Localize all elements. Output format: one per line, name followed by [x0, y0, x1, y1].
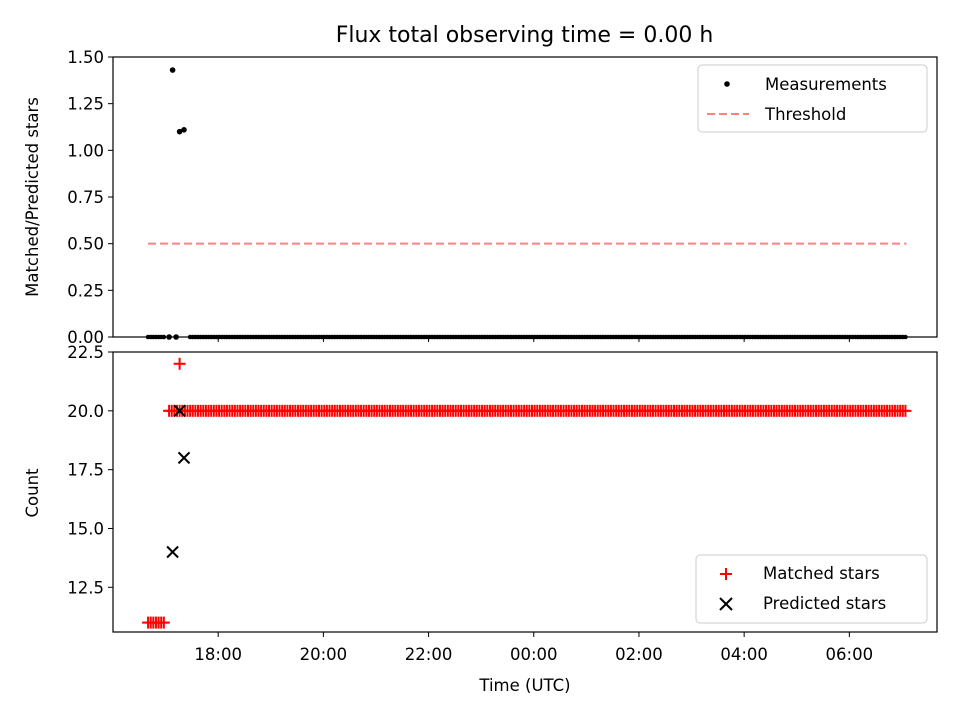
predicted-star-marker [177, 451, 191, 465]
x-tick-label: 18:00 [194, 645, 242, 664]
x-tick-label: 22:00 [405, 645, 453, 664]
top-y-tick-label: 0.75 [67, 188, 104, 207]
chart-title: Flux total observing time = 0.00 h [336, 23, 714, 48]
top-y-axis-label: Matched/Predicted stars [23, 97, 42, 297]
bottom-axes: 12.5 15.0 17.5 20.0 22.5 18:00 20:00 22:00 00:0… [67, 343, 938, 664]
predicted-legend-marker [719, 597, 733, 611]
bottom-y-tick-label: 15.0 [67, 519, 104, 538]
predicted-star-marker [173, 404, 186, 418]
legend-threshold: Threshold [764, 105, 846, 124]
bottom-y-axis-label: Count [23, 468, 42, 518]
x-axis-label: Time (UTC) [478, 676, 570, 695]
x-tick-label: 02:00 [615, 645, 663, 664]
x-tick-label: 04:00 [720, 645, 768, 664]
matched-star-marker [173, 357, 186, 370]
legend-matched-stars: Matched stars [763, 564, 880, 583]
bottom-y-tick-label: 12.5 [67, 578, 104, 597]
bottom-legend: Matched stars Predicted stars [695, 554, 928, 624]
x-tick-label: 20:00 [300, 645, 348, 664]
bottom-y-tick-label: 17.5 [67, 461, 104, 480]
top-y-tick-label: 1.25 [67, 95, 104, 114]
legend-predicted-stars: Predicted stars [763, 594, 886, 613]
matched-star-marker [157, 616, 170, 629]
top-y-tick-label: 1.50 [67, 48, 104, 67]
bottom-y-tick-label: 20.0 [67, 402, 104, 421]
matched-legend-marker [720, 568, 732, 580]
measurement-point [169, 67, 176, 73]
top-axes: 0.00 0.25 0.50 0.75 1.00 1.25 1.50 [67, 48, 938, 347]
top-y-tick-label: 0.50 [67, 235, 104, 254]
top-legend: Measurements Threshold [697, 64, 928, 133]
matched-star-marker [899, 404, 912, 417]
top-marks [145, 67, 908, 340]
x-tick-label: 06:00 [826, 645, 874, 664]
predicted-star-marker [166, 545, 179, 559]
top-y-tick-label: 0.00 [67, 328, 104, 347]
measurements-legend-marker [724, 81, 730, 87]
bottom-y-tick-label: 22.5 [67, 343, 104, 362]
x-tick-label: 00:00 [510, 645, 558, 664]
bottom-marks [142, 357, 912, 629]
measurement-point [181, 127, 187, 133]
measurement-point [176, 128, 183, 135]
legend-measurements: Measurements [765, 75, 887, 94]
top-y-tick-label: 1.00 [67, 141, 104, 160]
top-y-tick-label: 0.25 [67, 281, 104, 300]
